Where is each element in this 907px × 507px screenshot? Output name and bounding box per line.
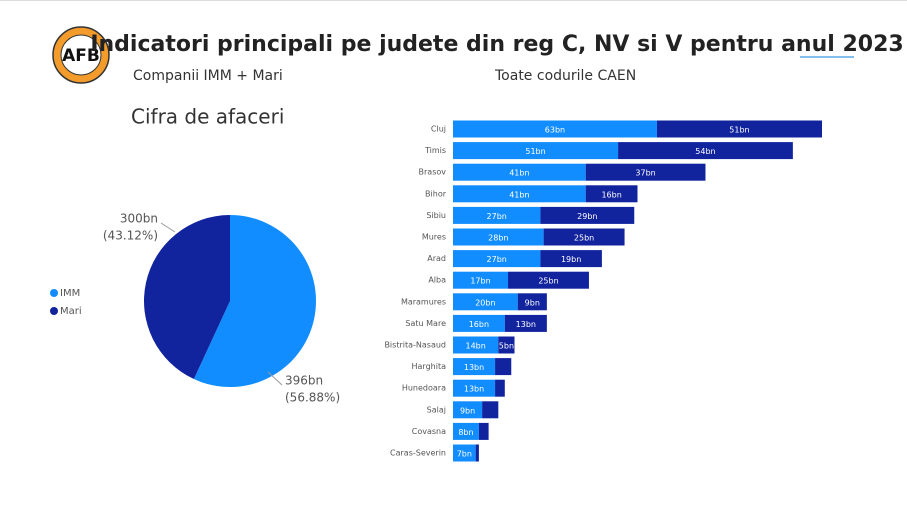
bar-value-label: 27bn xyxy=(487,255,507,264)
bar-segment xyxy=(453,293,518,311)
bar-segment xyxy=(543,228,625,246)
bar-value-label: 20bn xyxy=(475,298,495,307)
category-label: Caras-Severin xyxy=(390,449,446,458)
bar-segment xyxy=(540,206,635,224)
bar-segment xyxy=(453,401,483,419)
bar-segment xyxy=(585,185,638,203)
bar-segment xyxy=(453,336,499,354)
value-label: 300bn xyxy=(120,212,158,226)
bar-value-label: 9bn xyxy=(460,406,475,415)
bar-value-label: 28bn xyxy=(488,234,508,243)
title: Indicatori principali pe judete din reg … xyxy=(90,32,903,57)
bar-segment xyxy=(482,401,499,419)
bar-value-label: 13bn xyxy=(516,320,536,329)
category-label: Covasna xyxy=(412,427,446,436)
leader-line xyxy=(267,371,283,386)
category-label: Bistrita-Nasaud xyxy=(384,341,446,350)
bar-segment xyxy=(475,444,479,462)
leader-line xyxy=(160,222,176,233)
bar-value-label: 16bn xyxy=(469,320,489,329)
bar-value-label: 16bn xyxy=(601,190,621,199)
bar-value-label: 13bn xyxy=(464,363,484,372)
pie-slice xyxy=(143,215,230,380)
bar-value-label: 13bn xyxy=(464,385,484,394)
bar-segment xyxy=(585,163,706,181)
bar-segment xyxy=(508,271,589,289)
bar-segment xyxy=(495,379,505,397)
category-label: Hunedoara xyxy=(402,384,446,393)
bar-value-label: 19bn xyxy=(561,255,581,264)
legend-marker xyxy=(50,289,58,297)
bar-value-label: 51bn xyxy=(729,126,749,135)
bar-segment xyxy=(504,314,547,332)
bar-value-label: 63bn xyxy=(545,126,565,135)
bar-value-label: 25bn xyxy=(538,277,558,286)
bar-segment xyxy=(495,358,512,376)
bar-value-label: 51bn xyxy=(525,147,545,156)
category-label: Brasov xyxy=(419,168,447,177)
bar-value-label: 25bn xyxy=(574,234,594,243)
subtitle-left: Companii IMM + Mari xyxy=(133,68,283,84)
percent-label: (56.88%) xyxy=(285,391,340,405)
category-label: Bihor xyxy=(425,189,447,198)
legend-marker xyxy=(50,307,58,315)
bar-segment xyxy=(453,250,541,268)
bar-value-label: 41bn xyxy=(509,169,529,178)
bar-value-label: 29bn xyxy=(577,212,597,221)
bar-segment xyxy=(453,422,479,440)
bar-segment xyxy=(453,120,657,138)
bar-value-label: 14bn xyxy=(465,342,485,351)
category-label: Harghita xyxy=(412,362,447,371)
category-label: Alba xyxy=(428,276,446,285)
bar-value-label: 54bn xyxy=(695,147,715,156)
category-label: Mures xyxy=(422,233,446,242)
bar-value-label: 37bn xyxy=(635,169,655,178)
bar-segment xyxy=(453,314,505,332)
bar-segment xyxy=(453,358,496,376)
bar-value-label: 17bn xyxy=(470,277,490,286)
pie-slice xyxy=(193,215,316,387)
bar-value-label: 5bn xyxy=(499,342,514,351)
bar-segment xyxy=(453,271,509,289)
bar-segment xyxy=(453,206,541,224)
logo-inner xyxy=(60,34,102,76)
bar-segment xyxy=(453,163,586,181)
logo: AFB xyxy=(52,26,110,84)
bar-segment xyxy=(453,444,476,462)
category-label: Timis xyxy=(424,146,446,155)
bar-value-label: 7bn xyxy=(457,450,472,459)
value-label: 396bn xyxy=(285,374,323,388)
bar-value-label: 27bn xyxy=(487,212,507,221)
bar-value-label: 9bn xyxy=(525,298,540,307)
pie-title: Cifra de afaceri xyxy=(131,105,284,129)
category-label: Satu Mare xyxy=(405,319,446,328)
subtitle-right: Toate codurile CAEN xyxy=(494,68,636,84)
bar-segment xyxy=(478,422,489,440)
category-label: Salaj xyxy=(427,405,446,414)
bar-segment xyxy=(453,228,544,246)
bar-segment xyxy=(540,250,602,268)
category-label: Sibiu xyxy=(426,211,446,220)
bar-value-label: 41bn xyxy=(509,190,529,199)
bar-segment xyxy=(453,185,586,203)
category-label: Cluj xyxy=(431,125,446,134)
bar-segment xyxy=(453,142,619,160)
bar-segment xyxy=(453,379,496,397)
legend-label: Mari xyxy=(60,306,82,317)
bar-value-label: 8bn xyxy=(458,428,473,437)
category-label: Arad xyxy=(427,254,446,263)
legend-label: IMM xyxy=(60,288,80,299)
category-label: Maramures xyxy=(401,297,446,306)
bar-segment xyxy=(618,142,793,160)
percent-label: (43.12%) xyxy=(103,229,158,243)
bar-segment xyxy=(656,120,822,138)
bar-segment xyxy=(517,293,547,311)
bar-segment xyxy=(498,336,515,354)
logo-text: AFB xyxy=(62,46,100,66)
